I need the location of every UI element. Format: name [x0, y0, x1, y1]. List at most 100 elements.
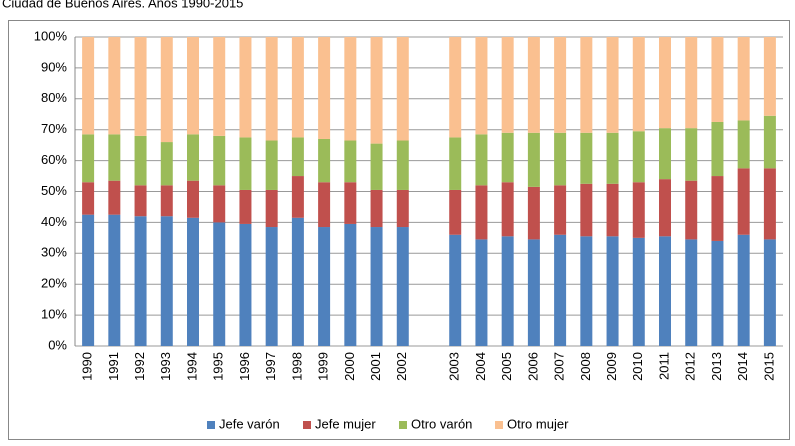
bar-segment: [554, 132, 567, 186]
bar-segment: [265, 140, 278, 190]
bar-segment: [711, 37, 724, 122]
bar-segment: [632, 131, 645, 183]
bar-segment: [737, 168, 750, 235]
bar-segment: [134, 135, 147, 186]
bar-segment: [239, 137, 252, 190]
x-tick-label: 2008: [578, 352, 593, 381]
bar-segment: [134, 37, 147, 136]
bar-segment: [134, 185, 147, 217]
bar-segment: [763, 239, 776, 346]
bar-segment: [291, 37, 304, 138]
bar-segment: [82, 134, 95, 183]
bar-segment: [475, 134, 488, 186]
x-tick-label: 2001: [368, 352, 383, 381]
y-tick-label: 40%: [41, 214, 67, 229]
bar-segment: [501, 182, 514, 237]
bar-segment: [475, 37, 488, 135]
bar-segment: [763, 168, 776, 240]
bar-segment: [396, 37, 409, 141]
x-tick-label: 2007: [552, 352, 567, 381]
x-tick-label: 1997: [263, 352, 278, 381]
bar-segment: [370, 227, 383, 346]
bar-segment: [449, 137, 462, 190]
bar-segment: [659, 128, 671, 180]
x-tick-label: 2011: [656, 352, 671, 380]
bar-segment: [449, 37, 462, 138]
x-tick-label: 2000: [342, 352, 357, 381]
x-tick-label: 2002: [394, 352, 409, 381]
bar-segment: [501, 132, 514, 183]
bar-segment: [580, 236, 593, 346]
bar-segment: [213, 37, 226, 136]
bar-segment: [160, 185, 173, 217]
bar-segment: [737, 37, 750, 121]
x-tick-label: 1992: [132, 352, 147, 381]
bar-segment: [554, 185, 567, 235]
bar-segment: [370, 143, 383, 190]
x-tick-label: 2015: [761, 352, 776, 381]
bar-segment: [108, 214, 121, 346]
bar-segment: [239, 189, 252, 224]
bar-segment: [554, 234, 567, 346]
legend-swatch: [207, 421, 215, 429]
bar-segment: [501, 37, 514, 133]
x-tick-label: 2004: [473, 352, 488, 381]
bar-segment: [370, 37, 383, 144]
legend-label: Jefe mujer: [315, 416, 376, 431]
y-tick-label: 80%: [41, 90, 67, 105]
bar-segment: [685, 37, 698, 129]
chart-title: Ciudad de Buenos Aires. Años 1990-2015: [2, 0, 243, 10]
bar-segment: [449, 234, 462, 346]
x-tick-label: 2009: [604, 352, 619, 381]
bar-segment: [632, 237, 645, 346]
bar-segment: [580, 132, 593, 184]
y-tick-label: 10%: [41, 307, 67, 322]
bar-segment: [527, 37, 540, 133]
y-tick-label: 100%: [34, 28, 68, 43]
legend-swatch: [399, 421, 407, 429]
bar-segment: [108, 37, 121, 135]
bar-segment: [659, 236, 671, 346]
bar-segment: [527, 132, 540, 187]
bar-segment: [606, 183, 619, 237]
bar-segment: [187, 37, 199, 135]
bar-segment: [606, 236, 619, 346]
bar-segment: [580, 183, 593, 237]
bar-segment: [160, 216, 173, 346]
bar-segment: [239, 37, 252, 138]
x-tick-label: 1994: [184, 352, 199, 381]
bar-segment: [291, 137, 304, 177]
bar-segment: [527, 186, 540, 240]
bar-segment: [632, 182, 645, 238]
bar-segment: [239, 223, 252, 346]
bar-segment: [370, 189, 383, 228]
y-tick-label: 60%: [41, 152, 67, 167]
y-tick-label: 30%: [41, 245, 67, 260]
bar-segment: [685, 128, 698, 181]
bar-segment: [396, 140, 409, 190]
bar-segment: [711, 240, 724, 346]
bar-segment: [396, 227, 409, 346]
bar-segment: [82, 214, 95, 346]
bar-segment: [737, 234, 750, 346]
x-tick-label: 1996: [237, 352, 252, 381]
bar-segment: [160, 142, 173, 186]
bar-segment: [160, 37, 173, 143]
x-tick-label: 2010: [630, 352, 645, 381]
legend-label: Otro mujer: [507, 416, 569, 431]
bar-segment: [213, 222, 226, 346]
bar-segment: [344, 223, 357, 346]
bar-segment: [475, 185, 488, 240]
bar-segment: [659, 179, 671, 237]
bar-segment: [108, 134, 121, 181]
y-tick-label: 90%: [41, 59, 67, 74]
bar-segment: [554, 37, 567, 133]
bar-segment: [82, 182, 95, 215]
x-tick-label: 2005: [499, 352, 514, 381]
x-tick-label: 2003: [447, 352, 462, 381]
bar-segment: [344, 182, 357, 224]
bar-segment: [134, 216, 147, 346]
x-tick-label: 2006: [525, 352, 540, 381]
x-tick-label: 1991: [106, 352, 121, 381]
